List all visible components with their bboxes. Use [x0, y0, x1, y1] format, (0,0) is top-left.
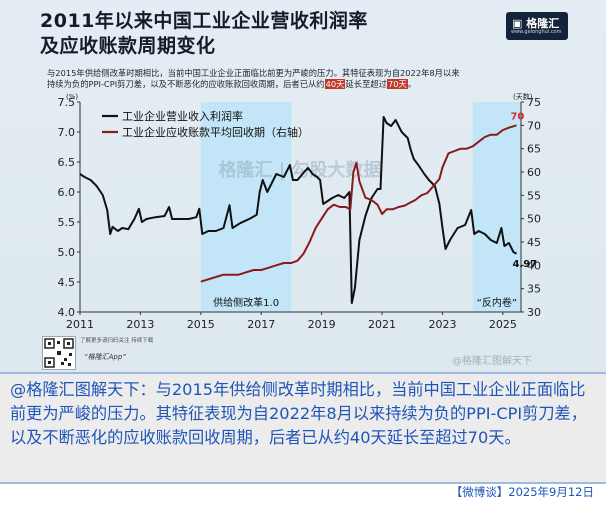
subtitle-part-a: 持续为负的PPI-CPI剪刀差，以及不断恶化的应收账款回收周期，后者已从约 — [47, 79, 325, 89]
legend-label-0: 工业企业营业收入利润率 — [122, 109, 243, 123]
x-tick-label-2: 2015 — [187, 318, 215, 331]
infographic-card: 2011年以来中国工业企业营收利润率 及应收账款周期变化 ▣ 格隆汇 www.g… — [0, 0, 606, 372]
legend-label-1: 工业企业应收账款平均回收期（右轴） — [122, 125, 309, 139]
y-tick-label-right-0: 30 — [527, 306, 541, 319]
caption-text: @格隆汇图解天下：与2015年供给侧改革时期相比，当前中国工业企业正面临比前更为… — [10, 380, 587, 447]
chart-watermark: 格隆汇 | 勾股大数据 — [218, 159, 381, 181]
series-end-label-0: 4.97 — [512, 259, 537, 270]
shaded-period-1 — [472, 102, 521, 312]
brand-badge: ▣ 格隆汇 www.gelonghui.com — [506, 12, 568, 40]
x-tick-label-5: 2021 — [368, 318, 396, 331]
series-end-label-1: 70 — [510, 111, 524, 122]
shaded-period-label-0: 供给侧改革1.0 — [213, 296, 279, 309]
x-tick-label-7: 2025 — [489, 318, 517, 331]
brand-logo-text: 格隆汇 — [526, 17, 560, 30]
y-axis-unit-right: (天数) — [513, 92, 533, 101]
caption-credit: 【微博谈】2025年9月12日 — [450, 485, 594, 499]
app-label: “格隆汇App” — [84, 353, 126, 361]
x-tick-label-3: 2017 — [247, 318, 275, 331]
y-tick-label-left-6: 7.0 — [58, 126, 76, 139]
highlight-70-days: 70天 — [386, 79, 408, 89]
y-tick-label-right-9: 75 — [527, 96, 541, 109]
brand-url: www.gelonghui.com — [511, 29, 562, 35]
y-tick-label-right-3: 45 — [527, 236, 541, 249]
x-tick-label-4: 2019 — [308, 318, 336, 331]
x-tick-label-6: 2023 — [428, 318, 456, 331]
gelonghui-logo-icon: ▣ 格隆汇 — [512, 17, 560, 30]
chart-title-line1: 2011年以来中国工业企业营收利润率 — [40, 10, 368, 32]
caption-divider — [0, 482, 606, 484]
y-tick-label-left-4: 6.0 — [58, 186, 76, 199]
qr-code-icon — [42, 336, 76, 370]
y-tick-label-right-6: 60 — [527, 166, 541, 179]
y-axis-unit-left: (%) — [66, 93, 78, 101]
line-chart: 供给侧改革1.0 “反内卷” 格隆汇 | 勾股大数据 (%) (天数) 4.0 4.5 5.0… — [58, 92, 542, 331]
highlight-40-days: 40天 — [324, 79, 346, 89]
shaded-period-label-1: “反内卷” — [477, 296, 517, 309]
y-tick-label-left-2: 5.0 — [58, 246, 76, 259]
subtitle-line1: 与2015年供给侧改革时期相比，当前中国工业企业正面临比前更为严峻的压力。其特征… — [47, 68, 460, 78]
y-tick-label-left-5: 6.5 — [58, 156, 76, 169]
y-tick-label-left-7: 7.5 — [58, 96, 76, 109]
subtitle-part-e: 。 — [407, 79, 417, 89]
y-tick-label-right-1: 35 — [527, 283, 541, 296]
x-tick-label-0: 2011 — [66, 318, 94, 331]
y-tick-label-right-8: 70 — [527, 119, 541, 132]
y-tick-label-left-3: 5.5 — [58, 216, 76, 229]
y-tick-label-right-2: 40 — [527, 259, 541, 272]
series-line-1 — [200, 124, 517, 283]
subtitle-part-c: 延长至超过 — [345, 79, 387, 89]
y-tick-label-right-4: 50 — [527, 213, 541, 226]
caption-panel: @格隆汇图解天下：与2015年供给侧改革时期相比，当前中国工业企业正面临比前更为… — [0, 372, 606, 484]
y-tick-label-right-5: 55 — [527, 189, 541, 202]
chart-title-line2: 及应收账款周期变化 — [40, 35, 216, 57]
series-line-0 — [79, 116, 518, 304]
y-tick-label-left-0: 4.0 — [58, 306, 76, 319]
x-tick-label-1: 2013 — [126, 318, 154, 331]
qr-caption: 了解更多请扫码关注 持续下载 — [80, 338, 154, 344]
subtitle-line2: 持续为负的PPI-CPI剪刀差，以及不断恶化的应收账款回收周期，后者已从约40天… — [47, 78, 416, 90]
weibo-watermark: @格隆汇图解天下 — [452, 356, 532, 367]
y-tick-label-right-7: 65 — [527, 143, 541, 156]
y-tick-label-left-1: 4.5 — [58, 276, 76, 289]
